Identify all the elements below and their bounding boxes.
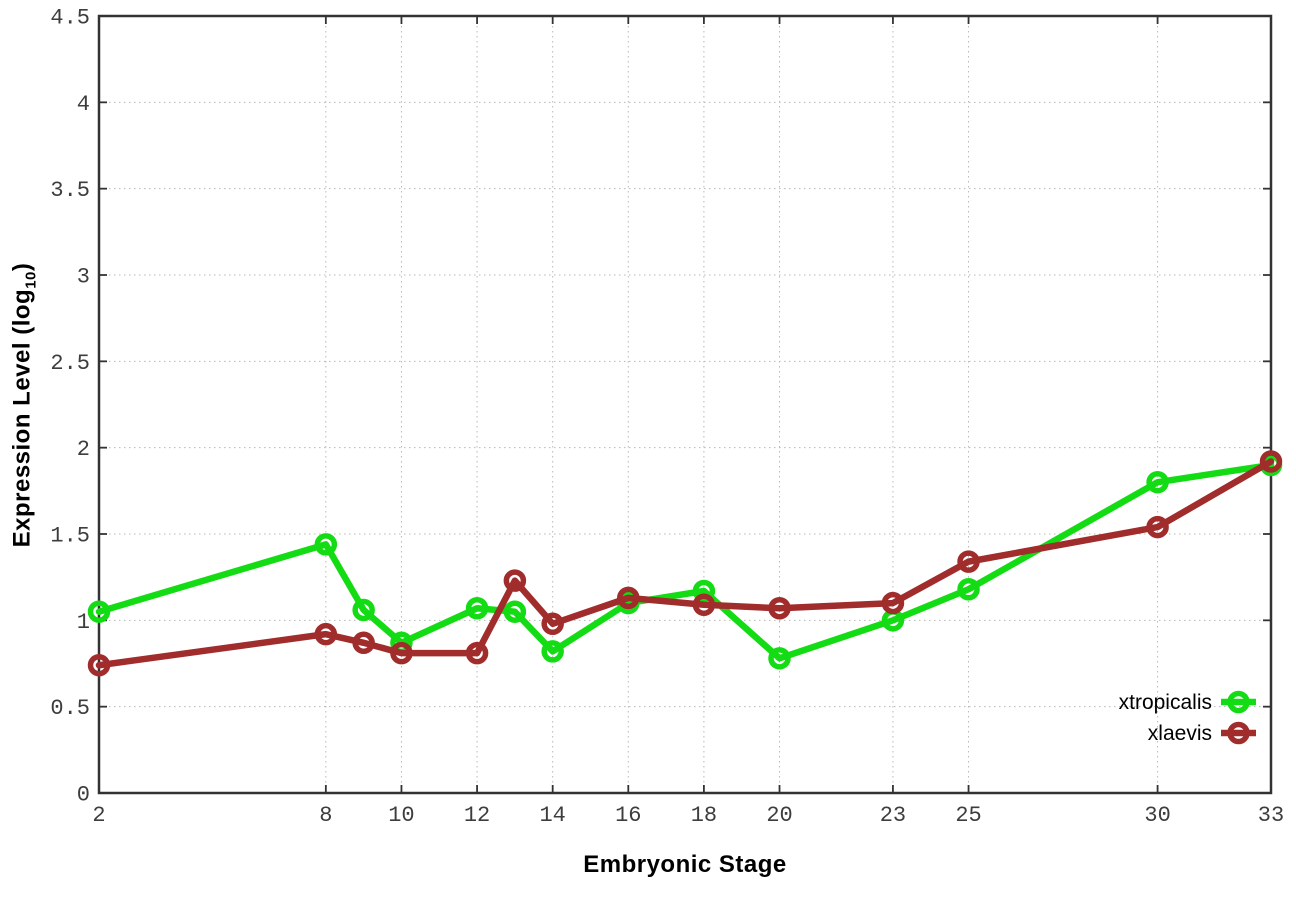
xtropicalis-marker [465,596,489,620]
xlaevis-marker [503,569,527,592]
plot-border [97,14,1273,795]
x-tick-labels: 2 8 10 12 14 16 18 20 23 25 30 33 [92,803,1284,828]
legend-label-xlaevis: xlaevis [1148,722,1212,745]
y-tick-label: 2 [77,437,90,462]
xlaevis-marker [352,631,375,655]
xlaevis-marker [957,550,980,573]
xlaevis-marker [541,612,564,636]
x-tick-label: 33 [1258,803,1284,828]
axis-ticks [98,15,1272,794]
x-tick-label: 10 [388,803,414,828]
series-xtropicalis [87,453,1283,670]
legend-label-xtropicalis: xtropicalis [1119,691,1212,714]
xlaevis-marker [314,622,338,646]
y-tick-label: 0 [77,783,90,808]
xlaevis-marker [768,596,791,620]
xtropicalis-marker [957,578,980,601]
gridlines [99,16,1271,793]
x-tick-label: 30 [1144,803,1170,828]
y-tick-label: 0.5 [50,696,90,721]
y-tick-label: 3.5 [50,178,90,203]
xlaevis-line [95,458,1275,669]
x-axis-title: Embryonic Stage [583,851,787,878]
xtropicalis-marker [541,640,564,663]
x-tick-label: 20 [766,803,792,828]
xtropicalis-marker [768,647,791,670]
xlaevis-marker [87,653,111,677]
x-tick-label: 12 [464,803,490,828]
x-tick-label: 25 [955,803,981,828]
y-tick-label: 4.5 [50,6,90,31]
y-axis-title: Expression Level (log10) [9,263,40,548]
xtropicalis-marker [314,533,338,556]
x-tick-label: 18 [691,803,717,828]
xtropicalis-marker [503,600,527,623]
xtropicalis-marker [352,598,375,622]
x-tick-label: 14 [539,803,565,828]
x-tick-label: 2 [92,803,105,828]
legend-marker-xtropicalis [1227,690,1250,714]
xlaevis-marker [1146,515,1169,539]
xtropicalis-marker [87,600,111,623]
xlaevis-marker [1259,450,1283,473]
xlaevis-marker [692,593,716,617]
legend: xtropicalis xlaevis [1119,690,1256,745]
x-tick-label: 8 [319,803,332,828]
xtropicalis-marker [1146,470,1169,494]
xlaevis-marker [881,591,905,615]
y-axis-title-subscript: 10 [22,271,40,289]
y-tick-label: 1 [77,610,90,635]
xlaevis-marker [390,641,413,665]
legend-marker-xlaevis [1227,721,1250,745]
y-tick-label: 2.5 [50,351,90,376]
y-tick-label: 4 [77,92,90,117]
x-tick-label: 16 [615,803,641,828]
xlaevis-marker [465,641,489,665]
xtropicalis-line [95,461,1275,662]
x-tick-label: 23 [880,803,906,828]
y-tick-label: 3 [77,265,90,290]
series-xlaevis [87,450,1283,677]
xlaevis-marker [617,586,640,610]
xtropicalis-marker [692,579,716,603]
y-axis-title-text: Expression Level (log [8,288,36,548]
y-tick-labels: 0 0.5 1 1.5 2 2.5 3 3.5 4 4.5 [50,6,90,808]
y-tick-label: 1.5 [50,524,90,549]
y-axis-title-suffix: ) [8,262,36,272]
